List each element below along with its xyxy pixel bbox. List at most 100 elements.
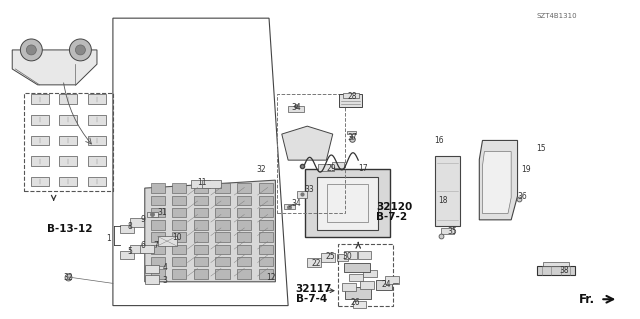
Bar [31, 115, 49, 124]
Bar [216, 257, 230, 266]
Bar [60, 156, 77, 166]
Bar [172, 183, 186, 193]
Bar [150, 208, 164, 217]
Text: 38: 38 [559, 266, 568, 275]
Bar [237, 220, 251, 230]
Text: 4: 4 [163, 263, 168, 272]
Bar [237, 183, 251, 193]
Text: 17: 17 [358, 164, 368, 173]
Bar [307, 258, 321, 267]
Text: 6: 6 [140, 241, 145, 250]
Bar [194, 196, 208, 205]
Bar [150, 220, 164, 230]
Bar [60, 94, 77, 104]
Bar [130, 245, 144, 253]
Bar [172, 257, 186, 266]
Bar [346, 286, 371, 299]
Text: SZT4B1310: SZT4B1310 [537, 13, 577, 19]
Bar [194, 208, 208, 217]
Text: B-7-2: B-7-2 [376, 212, 407, 222]
Bar [145, 265, 159, 273]
Bar [150, 269, 164, 278]
Bar [342, 283, 356, 291]
Bar [202, 180, 221, 188]
Bar [344, 263, 370, 272]
Bar [88, 115, 106, 124]
Text: 33: 33 [305, 185, 314, 194]
Bar [259, 269, 273, 278]
Bar [297, 191, 307, 197]
Bar [259, 220, 273, 230]
Text: B-7-4: B-7-4 [296, 293, 327, 304]
Bar [353, 300, 366, 308]
Text: Fr.: Fr. [579, 293, 595, 306]
Bar [259, 232, 273, 242]
Bar [88, 177, 106, 187]
Text: 8: 8 [127, 222, 132, 231]
Bar [31, 94, 49, 104]
Bar [441, 228, 454, 234]
Bar [358, 251, 371, 259]
Text: 16: 16 [435, 136, 444, 145]
Text: 10: 10 [172, 233, 182, 242]
Bar [259, 257, 273, 266]
Bar [150, 196, 164, 205]
Text: B-13-12: B-13-12 [47, 224, 93, 234]
Text: 3: 3 [163, 276, 168, 285]
Bar [172, 208, 186, 217]
Bar [172, 232, 186, 242]
Bar [216, 196, 230, 205]
Bar [259, 208, 273, 217]
Text: 31: 31 [157, 208, 167, 217]
Circle shape [70, 39, 92, 61]
Bar [194, 257, 208, 266]
Text: 32: 32 [64, 272, 74, 281]
Text: 29: 29 [326, 164, 336, 173]
Text: 5: 5 [127, 247, 132, 256]
Text: 9: 9 [140, 215, 145, 224]
Polygon shape [282, 126, 333, 160]
Polygon shape [305, 169, 390, 237]
Circle shape [76, 45, 85, 55]
Bar [88, 156, 106, 166]
Bar [191, 180, 211, 188]
Polygon shape [483, 152, 511, 213]
Bar [172, 245, 186, 254]
Text: 35: 35 [447, 227, 457, 236]
Bar [289, 106, 305, 112]
Text: 32: 32 [256, 165, 266, 174]
Bar [194, 183, 208, 193]
Bar [363, 270, 377, 277]
Bar [150, 245, 164, 254]
Bar [348, 130, 356, 134]
Bar [216, 220, 230, 230]
Text: 24: 24 [381, 280, 391, 289]
Bar [31, 156, 49, 166]
Bar [237, 208, 251, 217]
Bar [237, 269, 251, 278]
Bar [376, 280, 392, 290]
Bar [349, 274, 364, 281]
Bar [88, 94, 106, 104]
Bar [342, 93, 358, 98]
Bar [60, 136, 77, 145]
Bar [60, 177, 77, 187]
Bar [337, 254, 348, 261]
Text: 7: 7 [153, 241, 158, 250]
Text: 18: 18 [438, 196, 447, 205]
Bar [284, 204, 294, 209]
Text: 11: 11 [197, 178, 207, 187]
Bar [147, 211, 158, 217]
Bar [157, 236, 177, 246]
Text: 28: 28 [348, 92, 357, 101]
Bar [172, 196, 186, 205]
Text: 22: 22 [312, 258, 321, 268]
Bar [543, 263, 568, 266]
Circle shape [20, 39, 42, 61]
Text: 32120: 32120 [376, 202, 412, 212]
Bar [130, 218, 144, 226]
Polygon shape [12, 50, 97, 85]
Bar [120, 225, 134, 233]
Bar [259, 196, 273, 205]
Text: 34: 34 [291, 199, 301, 208]
